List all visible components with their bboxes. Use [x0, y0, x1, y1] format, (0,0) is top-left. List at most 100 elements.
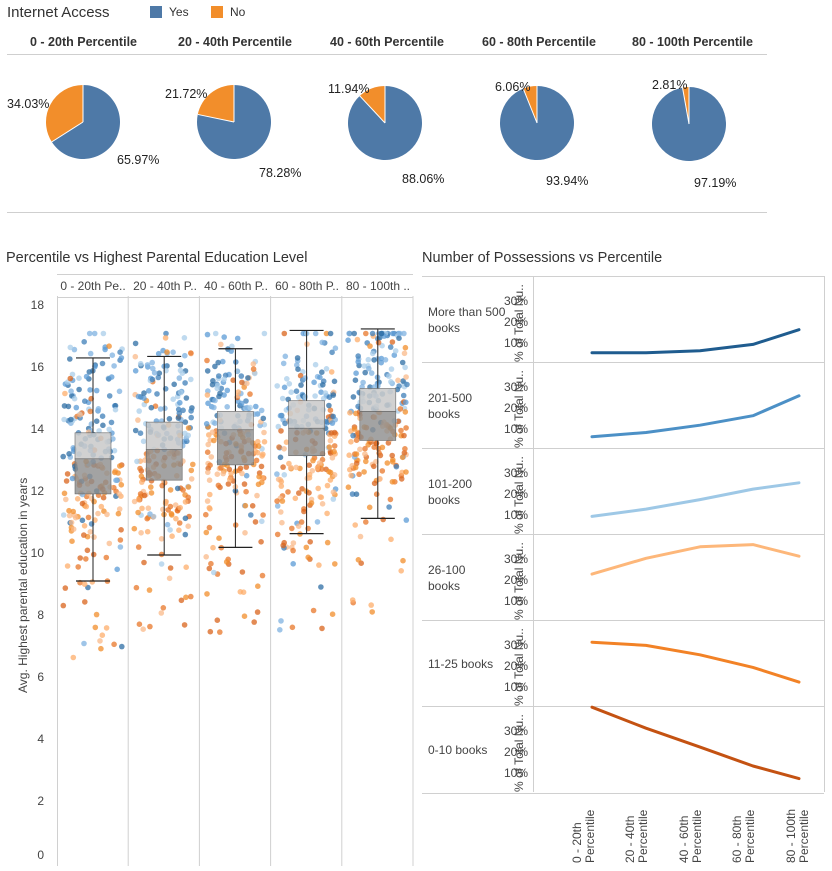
- pie-1-divider-b: [197, 113, 235, 123]
- strip-point-3-161: [331, 448, 337, 455]
- strip-point-1-39: [137, 430, 144, 436]
- strip-point-0-9: [92, 517, 98, 523]
- strip-point-3-100: [310, 607, 317, 614]
- strip-point-4-212: [386, 373, 392, 379]
- row-0-tick-30: 30%: [503, 294, 528, 308]
- strip-chart-title: Percentile vs Highest Parental Education…: [6, 250, 308, 266]
- strip-point-4-199: [351, 426, 358, 432]
- strip-point-4-144: [400, 557, 406, 564]
- strip-point-2-109: [227, 476, 233, 483]
- strip-point-1-197: [132, 427, 139, 434]
- strip-point-2-3: [216, 535, 222, 541]
- strip-point-0-178: [115, 510, 122, 517]
- strip-point-3-202: [306, 490, 312, 496]
- strip-point-2-42: [243, 398, 249, 404]
- box-0-upper-half: [74, 432, 112, 460]
- strip-point-4-3: [389, 339, 396, 345]
- strip-point-2-43: [239, 569, 246, 575]
- strip-point-2-94: [204, 368, 211, 374]
- strip-point-2-64: [204, 498, 211, 504]
- strip-point-0-18: [93, 418, 100, 424]
- strip-point-1-126: [141, 395, 147, 401]
- legend-item-no[interactable]: No: [211, 5, 245, 19]
- strip-point-3-73: [280, 464, 286, 470]
- strip-point-1-35: [132, 340, 139, 347]
- x-label-2: 40 - 60th Percentile: [677, 810, 704, 863]
- strip-point-0-188: [83, 503, 90, 510]
- strip-point-1-202: [185, 494, 191, 501]
- strip-point-2-107: [234, 335, 241, 342]
- strip-point-1-177: [165, 507, 171, 513]
- strip-point-2-215: [250, 366, 257, 372]
- legend-swatch-yes: [150, 6, 162, 18]
- strip-point-0-99: [92, 624, 99, 631]
- row-5-tick-20: 20%: [503, 745, 528, 759]
- strip-point-1-163: [154, 391, 160, 397]
- x-label-1-line2: Percentile: [636, 809, 650, 863]
- strip-point-4-226: [345, 484, 352, 490]
- row-2-tick-10: 10%: [503, 508, 528, 522]
- line-series-1: [590, 394, 801, 439]
- strip-point-3-38: [332, 345, 339, 351]
- strip-point-0-70: [61, 416, 67, 423]
- strip-point-3-180: [298, 382, 304, 388]
- pie-4-yes-label: 97.19%: [694, 176, 737, 190]
- pie-charts: [45, 85, 727, 161]
- strip-point-1-71: [166, 575, 173, 582]
- strip-point-4-12: [360, 379, 366, 386]
- strip-point-1-229: [141, 492, 148, 499]
- pie-3-no-label: 6.06%: [495, 80, 531, 94]
- strip-point-3-170: [274, 498, 280, 504]
- strip-point-2-221: [260, 415, 267, 422]
- strip-point-2-54: [230, 377, 236, 383]
- pie-4-no-label: 2.81%: [652, 78, 688, 92]
- strip-point-3-153: [329, 611, 336, 617]
- row-label-11-25: 11-25 books: [428, 657, 494, 671]
- strip-point-3-186: [314, 519, 321, 525]
- strip-point-0-16: [95, 510, 101, 517]
- strip-point-4-220: [403, 469, 409, 475]
- strip-point-2-220: [204, 449, 211, 455]
- strip-point-0-110: [103, 554, 110, 561]
- strip-point-3-148: [324, 510, 330, 517]
- pie-footer-rule: [7, 212, 767, 213]
- strip-point-3-227: [293, 388, 300, 394]
- strip-point-2-11: [253, 457, 260, 464]
- strip-point-4-136: [389, 330, 396, 337]
- strip-point-2-227: [235, 389, 242, 395]
- strip-point-1-173: [174, 485, 181, 492]
- strip-point-2-127: [242, 502, 249, 509]
- strip-point-4-142: [353, 451, 360, 457]
- strip-point-0-192: [85, 514, 92, 521]
- strip-point-2-133: [254, 609, 261, 615]
- strip-point-4-35: [361, 469, 367, 475]
- strip-point-2-172: [248, 512, 254, 518]
- x-label-4: 80 - 100th Percentile: [784, 809, 811, 863]
- strip-point-1-125: [179, 370, 186, 376]
- strip-point-3-214: [317, 374, 323, 381]
- strip-point-4-201: [389, 452, 396, 459]
- strip-point-2-157: [214, 617, 221, 623]
- strip-point-1-137: [135, 393, 142, 400]
- strip-point-2-198: [203, 421, 210, 427]
- strip-point-2-128: [206, 565, 213, 572]
- strip-point-3-229: [316, 460, 323, 466]
- strip-point-3-194: [277, 412, 284, 419]
- strip-point-4-184: [352, 464, 359, 471]
- strip-point-0-130: [87, 408, 94, 415]
- strip-point-3-104: [283, 439, 290, 445]
- legend-item-yes[interactable]: Yes: [150, 5, 189, 19]
- strip-point-0-152: [117, 537, 124, 543]
- strip-point-3-87: [293, 464, 299, 471]
- strip-point-0-55: [64, 563, 71, 569]
- strip-point-0-197: [87, 387, 93, 393]
- strip-point-2-207: [237, 589, 244, 595]
- strip-point-3-27: [274, 383, 280, 389]
- strip-point-3-106: [327, 407, 334, 413]
- strip-point-1-222: [183, 564, 189, 570]
- strip-point-4-197: [398, 568, 405, 574]
- strip-point-4-28: [362, 369, 369, 376]
- strip-point-2-129: [211, 404, 217, 411]
- strip-point-2-143: [255, 583, 261, 589]
- strip-point-3-222: [284, 376, 290, 382]
